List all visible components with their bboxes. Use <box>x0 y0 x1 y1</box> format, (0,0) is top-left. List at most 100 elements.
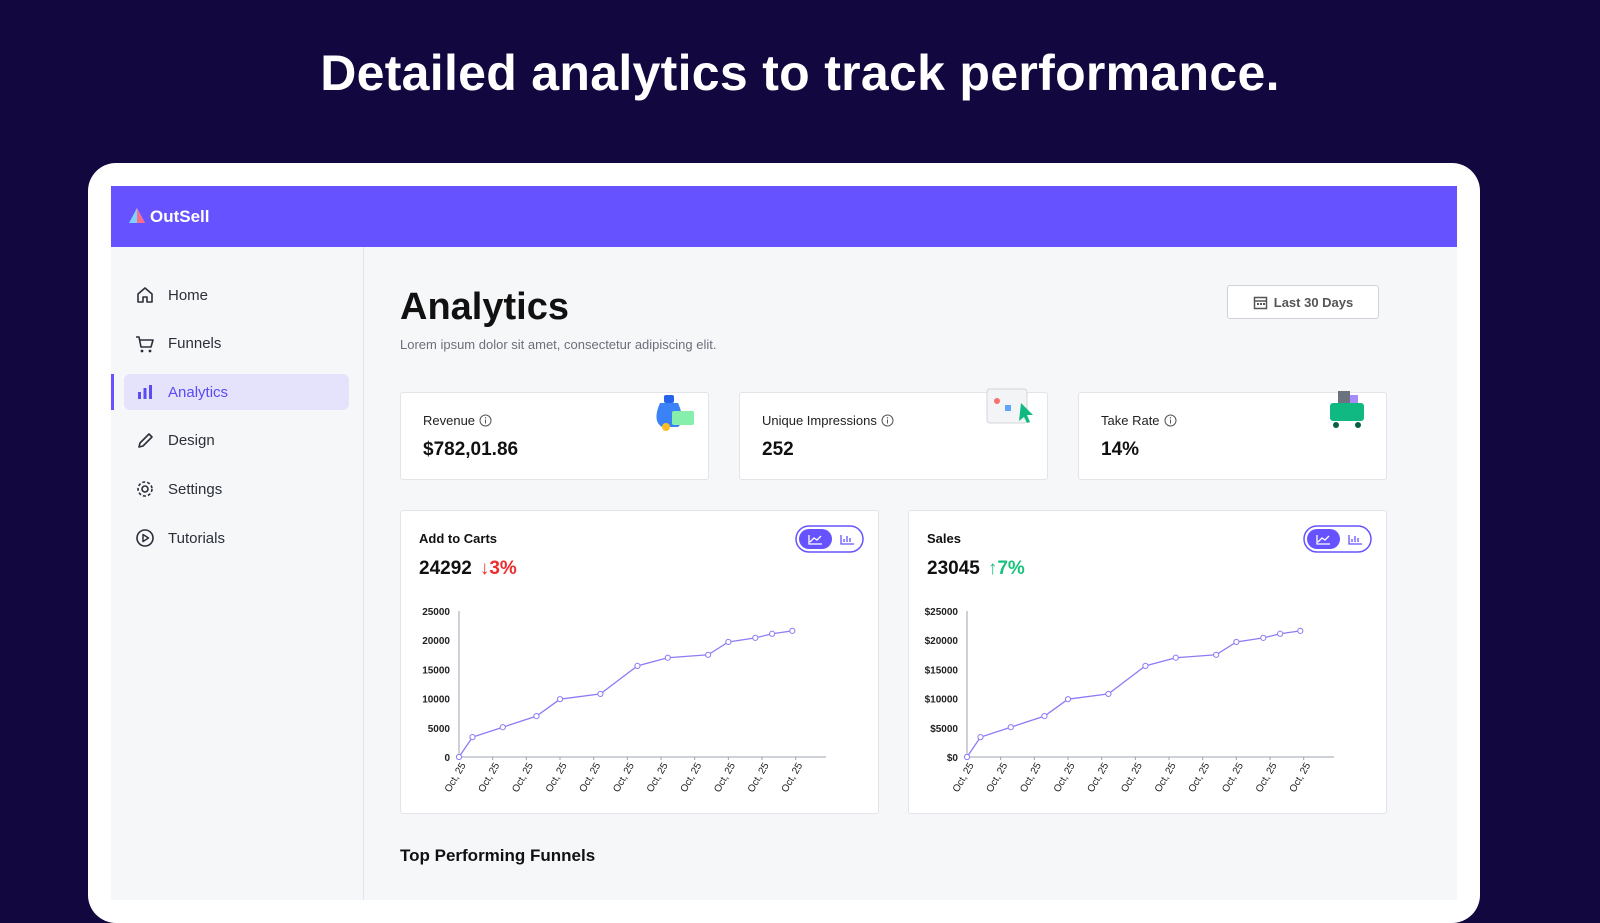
point <box>556 696 564 703</box>
stat-label-text: Take Rate <box>1101 413 1160 428</box>
point <box>725 638 732 646</box>
total-value: 23045 <box>927 558 980 579</box>
point <box>1064 696 1072 703</box>
brand[interactable]: OutSell <box>150 207 210 226</box>
x-tick-label: Oct, 25 <box>443 761 469 795</box>
point <box>455 753 463 761</box>
change-value: ↓3% <box>480 558 517 579</box>
nav-item[interactable]: Tutorials <box>124 520 349 556</box>
x-tick-label: Oct, 25 <box>645 761 671 795</box>
section-title: Top Performing Funnels <box>400 846 596 865</box>
nav-item[interactable]: Analytics <box>124 374 349 411</box>
nav-item[interactable]: Settings <box>124 471 349 507</box>
x-tick-label: Oct, 25 <box>1119 761 1145 795</box>
point <box>664 654 671 661</box>
point <box>1233 638 1240 646</box>
chart-total: 24292 ↓3% <box>419 558 517 579</box>
sidebar: Home Funnels Analytics Design Settings Tutori… <box>111 247 364 900</box>
stat-label-text: Revenue <box>423 413 476 428</box>
x-tick-label: Oct, 25 <box>1153 761 1179 795</box>
stat-card: Revenue $782,01.86 <box>400 392 709 480</box>
chart: Add to Carts 24292 ↓3% 0 5000 10000 15000 20000… <box>419 525 864 795</box>
stat-card: Take Rate 14% <box>1078 391 1387 480</box>
illustration <box>986 388 1033 424</box>
y-tick-label: $15000 <box>925 665 959 676</box>
stat-label: Take Rate <box>1101 413 1177 428</box>
stat-value: $782,01.86 <box>423 439 519 460</box>
x-tick-label: Oct, 25 <box>1288 761 1314 795</box>
top-bar: OutSell <box>111 186 1457 247</box>
point <box>1213 651 1220 658</box>
nav-item[interactable]: Home <box>124 277 349 313</box>
change-value: ↑7% <box>988 558 1025 579</box>
y-tick-label: $5000 <box>930 724 958 735</box>
nav-item[interactable]: Funnels <box>124 326 349 362</box>
chart-total: 23045 ↑7% <box>927 558 1025 579</box>
x-tick-label: Oct, 25 <box>544 761 570 795</box>
nav-label: Funnels <box>168 335 222 353</box>
stat-value: 14% <box>1101 439 1140 460</box>
x-tick-label: Oct, 25 <box>1052 761 1078 795</box>
line-icon <box>808 535 822 545</box>
point <box>769 630 776 637</box>
chart-toggle[interactable] <box>1303 525 1372 553</box>
point <box>499 724 506 731</box>
point <box>1260 634 1267 641</box>
x-tick-label: Oct, 25 <box>951 761 977 795</box>
nav-icon <box>138 432 153 448</box>
point <box>977 734 984 741</box>
illustration <box>1330 391 1364 428</box>
y-tick-label: 0 <box>444 753 450 764</box>
x-tick-label: Oct, 25 <box>578 761 604 795</box>
point <box>963 753 971 761</box>
nav-icon <box>136 335 154 352</box>
x-tick-label: Oct, 25 <box>1187 761 1213 795</box>
nav-item[interactable]: Design <box>124 423 349 459</box>
nav-label: Tutorials <box>168 529 225 547</box>
x-tick-label: Oct, 25 <box>1220 761 1246 795</box>
headline: Detailed analytics to track performance. <box>320 45 1280 101</box>
bar-icon <box>840 535 854 545</box>
point <box>1277 630 1284 637</box>
point <box>597 690 604 698</box>
line <box>966 630 1301 758</box>
chart-toggle[interactable] <box>795 525 864 553</box>
page: {"headline":"Detailed analytics to track… <box>88 45 1480 923</box>
date-range-button[interactable]: Last 30 Days <box>1227 285 1379 319</box>
page-subtitle: Lorem ipsum dolor sit amet, consectetur … <box>400 337 717 352</box>
point <box>1041 713 1048 720</box>
nav-icon <box>138 385 152 400</box>
active-indicator <box>111 374 114 411</box>
point <box>705 651 712 658</box>
nav-label: Design <box>168 432 215 450</box>
x-tick-label: Oct, 25 <box>510 761 536 795</box>
y-tick-label: 15000 <box>422 665 450 676</box>
x-tick-label: Oct, 25 <box>780 761 806 795</box>
x-tick-label: Oct, 25 <box>985 761 1011 795</box>
nav-icon <box>136 529 154 547</box>
nav-icon <box>137 287 153 303</box>
point <box>1142 662 1149 669</box>
calendar-icon <box>1253 296 1267 309</box>
info-icon[interactable] <box>881 414 894 427</box>
point <box>1105 690 1112 698</box>
chart: Sales 23045 ↑7% $0 $5000 $10000 $15000 $20000 $2… <box>925 525 1372 795</box>
total-value: 24292 <box>419 558 472 579</box>
x-tick-label: Oct, 25 <box>477 761 503 795</box>
point <box>1172 654 1179 661</box>
illustration <box>656 395 694 431</box>
stat-value: 252 <box>762 439 794 460</box>
line <box>458 630 793 758</box>
chart-card: Sales 23045 ↑7% $0 $5000 $10000 $15000 $20000 $2… <box>908 510 1387 814</box>
x-tick-label: Oct, 25 <box>712 761 738 795</box>
chart-title: Add to Carts <box>419 531 497 546</box>
chart-card: Add to Carts 24292 ↓3% 0 5000 10000 15000 20000… <box>400 510 879 814</box>
y-tick-label: 25000 <box>422 607 450 618</box>
chart-title: Sales <box>927 531 961 546</box>
x-tick-label: Oct, 25 <box>1254 761 1280 795</box>
nav-icon <box>137 481 153 498</box>
info-icon[interactable] <box>479 414 492 427</box>
y-tick-label: 10000 <box>422 695 450 706</box>
info-icon[interactable] <box>1164 414 1177 427</box>
x-tick-label: Oct, 25 <box>1086 761 1112 795</box>
